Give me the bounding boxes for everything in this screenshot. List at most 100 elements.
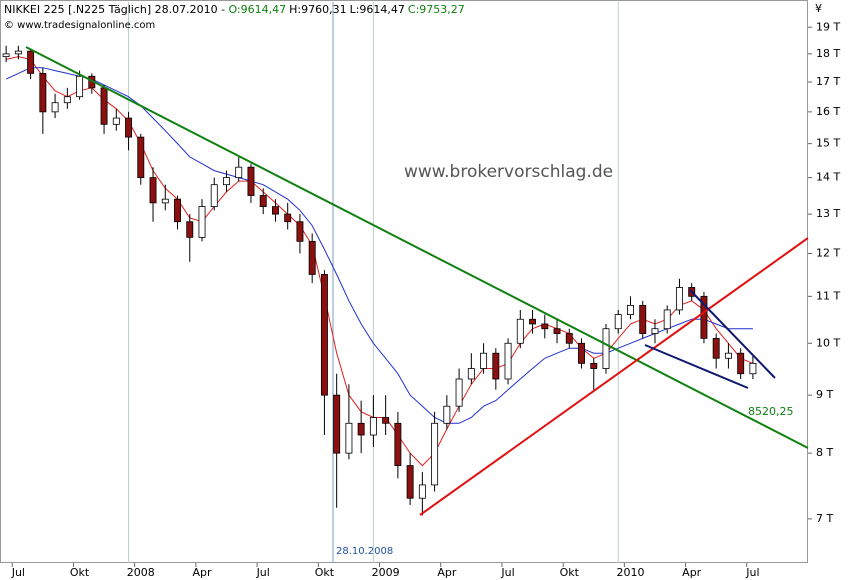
- candle-body: [627, 304, 634, 315]
- header: NIKKEI 225 [.N225 Täglich] 28.07.2010 -O…: [4, 3, 465, 16]
- candle-body: [675, 287, 683, 311]
- candle-body: [614, 314, 622, 330]
- candle-body: [382, 417, 390, 424]
- x-tick-label: 2008: [127, 566, 155, 579]
- candle-body: [149, 177, 157, 204]
- level-label: 8520,25: [748, 405, 794, 418]
- y-tick-label: 8 T: [816, 446, 833, 459]
- candle-body: [198, 206, 206, 238]
- y-tick-label: 15 T: [816, 137, 840, 150]
- candle-body: [27, 50, 35, 74]
- x-tick-label: Okt: [315, 566, 335, 579]
- x-tick-label: Jul: [11, 566, 25, 579]
- trend-line: [25, 46, 809, 449]
- date-marker-box: [334, 543, 394, 557]
- candle-body: [174, 198, 181, 223]
- candle-body: [296, 221, 304, 242]
- candle-body: [100, 87, 108, 125]
- header-open: O:9614,47: [228, 3, 286, 16]
- trend-line: [689, 289, 776, 379]
- x-tick-label: Apr: [192, 566, 212, 579]
- candle-body: [39, 73, 47, 113]
- candle-body: [590, 362, 598, 369]
- candle-body: [749, 362, 757, 375]
- x-tick-label: Jul: [256, 566, 270, 579]
- candle-body: [663, 309, 671, 330]
- y-tick-label: 9 T: [816, 388, 833, 401]
- candle-body: [602, 328, 610, 369]
- candle-body: [516, 318, 524, 344]
- trend-line: [419, 237, 809, 516]
- candle-body: [210, 184, 218, 207]
- candle-body: [651, 328, 659, 334]
- x-tick-label: Apr: [437, 566, 457, 579]
- moving-average: [5, 67, 753, 424]
- x-tick-label: Jul: [745, 566, 759, 579]
- candle-body: [443, 405, 451, 424]
- candle-body: [137, 136, 145, 179]
- header-close: C:9753,27: [408, 3, 465, 16]
- candle-body: [14, 50, 22, 55]
- x-tick-label: 2010: [616, 566, 644, 579]
- watermark: www.brokervorschlag.de: [404, 162, 613, 182]
- candle-body: [284, 213, 292, 223]
- x-tick-label: Okt: [70, 566, 90, 579]
- candle-body: [737, 352, 745, 375]
- candle-body: [480, 352, 488, 369]
- trend-line: [644, 344, 749, 389]
- candle-body: [431, 422, 439, 486]
- candle-body: [724, 352, 732, 359]
- candle-body: [467, 368, 475, 380]
- marks: [2, 2, 757, 563]
- candle-body: [186, 221, 194, 238]
- candle-body: [639, 304, 647, 334]
- candle-body: [247, 166, 255, 196]
- candle-body: [345, 422, 353, 454]
- candle-body: [504, 342, 512, 380]
- copyright: © www.tradesignalonline.com: [4, 20, 155, 31]
- candle-body: [406, 465, 414, 499]
- y-tick-label: 19 T: [816, 20, 840, 33]
- candle-body: [235, 166, 243, 179]
- candle-body: [578, 342, 585, 364]
- candle-body: [394, 422, 402, 467]
- y-tick-label: 17 T: [816, 75, 840, 88]
- candle-body: [369, 417, 377, 436]
- currency: ¥: [815, 2, 822, 15]
- y-tick-label: 13 T: [816, 207, 840, 220]
- candle-body: [492, 352, 500, 380]
- candle-body: [271, 206, 279, 215]
- x-tick-label: Okt: [560, 566, 580, 579]
- y-tick-label: 11 T: [816, 289, 840, 302]
- candle-body: [51, 102, 59, 113]
- candle-body: [259, 195, 267, 207]
- candle-body: [565, 333, 573, 344]
- candle-body: [455, 378, 463, 407]
- date-marker-label: 28.10.2008: [336, 546, 393, 557]
- plot-frame: [0, 0, 808, 563]
- candle-body: [308, 240, 316, 275]
- candle-body: [223, 177, 230, 186]
- candle-body: [161, 198, 169, 204]
- candle-body: [333, 394, 341, 454]
- y-tick-label: 12 T: [816, 247, 840, 260]
- y-tick-label: 10 T: [816, 336, 840, 349]
- candle-body: [125, 117, 133, 138]
- y-tick-label: 7 T: [816, 512, 833, 525]
- x-tick-label: Jul: [500, 566, 514, 579]
- y-tick-label: 18 T: [816, 47, 840, 60]
- candle-body: [541, 323, 549, 330]
- header-instrument: NIKKEI 225 [.N225 Täglich] 28.07.2010 -: [4, 3, 225, 16]
- x-tick-label: Apr: [682, 566, 702, 579]
- candle-body: [112, 117, 120, 125]
- candle-body: [357, 422, 365, 436]
- candle-body: [700, 295, 708, 339]
- header-low: L:9614,47: [350, 3, 405, 16]
- trend-lines: [25, 46, 809, 516]
- y-tick-label: 16 T: [816, 105, 840, 118]
- y-tick-label: 14 T: [816, 171, 840, 184]
- candle-body: [418, 484, 426, 499]
